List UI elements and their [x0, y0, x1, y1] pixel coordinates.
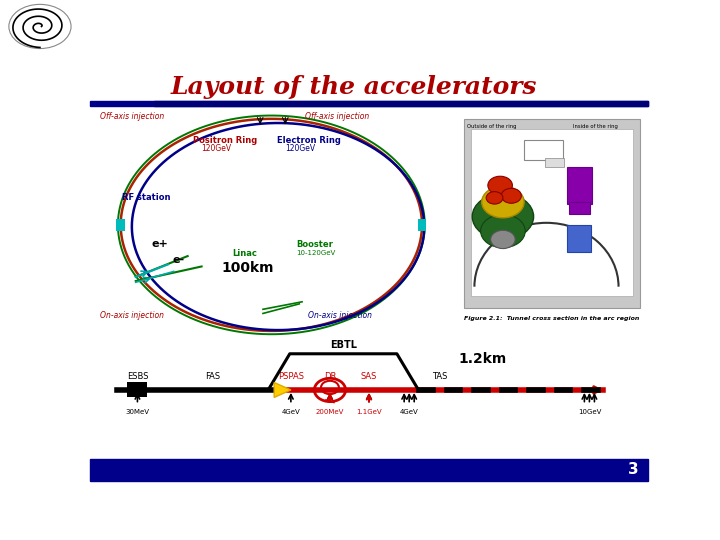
- Text: Off-axis injection: Off-axis injection: [305, 112, 369, 122]
- Bar: [127, 382, 148, 397]
- Bar: [464, 119, 639, 308]
- Text: 200MeV: 200MeV: [316, 409, 344, 415]
- Text: 1.2km: 1.2km: [459, 352, 507, 366]
- Bar: [567, 167, 592, 204]
- Bar: [524, 140, 563, 160]
- Text: e+: e+: [151, 239, 168, 249]
- Text: DR: DR: [324, 372, 336, 381]
- Text: Booster: Booster: [297, 240, 333, 249]
- Polygon shape: [274, 382, 291, 397]
- Text: On-axis injection: On-axis injection: [100, 310, 164, 320]
- Bar: [154, 101, 648, 106]
- Bar: [471, 129, 633, 295]
- Text: 10-120GeV: 10-120GeV: [297, 249, 336, 256]
- Circle shape: [482, 186, 524, 218]
- Text: PSPAS: PSPAS: [278, 372, 304, 381]
- Text: TAS: TAS: [432, 372, 448, 381]
- Text: ESBS: ESBS: [127, 372, 148, 381]
- Text: EBTL: EBTL: [330, 340, 357, 349]
- Circle shape: [480, 214, 526, 248]
- Text: 30MeV: 30MeV: [125, 409, 150, 415]
- Text: Off-axis injection: Off-axis injection: [100, 112, 164, 122]
- Text: 4GeV: 4GeV: [282, 409, 300, 415]
- Bar: [545, 158, 564, 167]
- Bar: [418, 219, 426, 231]
- Text: 100km: 100km: [221, 261, 274, 275]
- Text: On-axis injection: On-axis injection: [307, 310, 372, 320]
- Circle shape: [472, 194, 534, 239]
- Text: Inside of the ring: Inside of the ring: [572, 124, 618, 129]
- Text: SAS: SAS: [361, 372, 377, 381]
- Text: Positron Ring: Positron Ring: [193, 136, 258, 145]
- Text: RF station: RF station: [122, 193, 171, 202]
- Circle shape: [490, 230, 516, 248]
- Text: Outside of the ring: Outside of the ring: [467, 124, 516, 129]
- Text: Electron Ring: Electron Ring: [277, 136, 341, 145]
- Bar: [90, 459, 648, 481]
- Circle shape: [488, 176, 513, 194]
- Text: 10GeV: 10GeV: [577, 409, 601, 415]
- Text: 3: 3: [628, 462, 639, 477]
- Text: Linac: Linac: [233, 249, 257, 259]
- Text: 120GeV: 120GeV: [285, 144, 315, 153]
- Text: Figure 2.1:  Tunnel cross section in the arc region: Figure 2.1: Tunnel cross section in the …: [464, 315, 639, 321]
- Bar: [569, 202, 590, 214]
- Circle shape: [501, 188, 521, 203]
- Text: 4GeV: 4GeV: [400, 409, 418, 415]
- Text: Layout of the accelerators: Layout of the accelerators: [171, 75, 537, 99]
- Bar: [567, 225, 590, 252]
- Bar: [116, 219, 125, 231]
- Text: FAS: FAS: [205, 372, 220, 381]
- Text: 120GeV: 120GeV: [202, 144, 232, 153]
- Circle shape: [486, 192, 503, 204]
- Bar: [90, 101, 648, 106]
- Text: e-: e-: [173, 255, 185, 265]
- Text: 1.1GeV: 1.1GeV: [356, 409, 382, 415]
